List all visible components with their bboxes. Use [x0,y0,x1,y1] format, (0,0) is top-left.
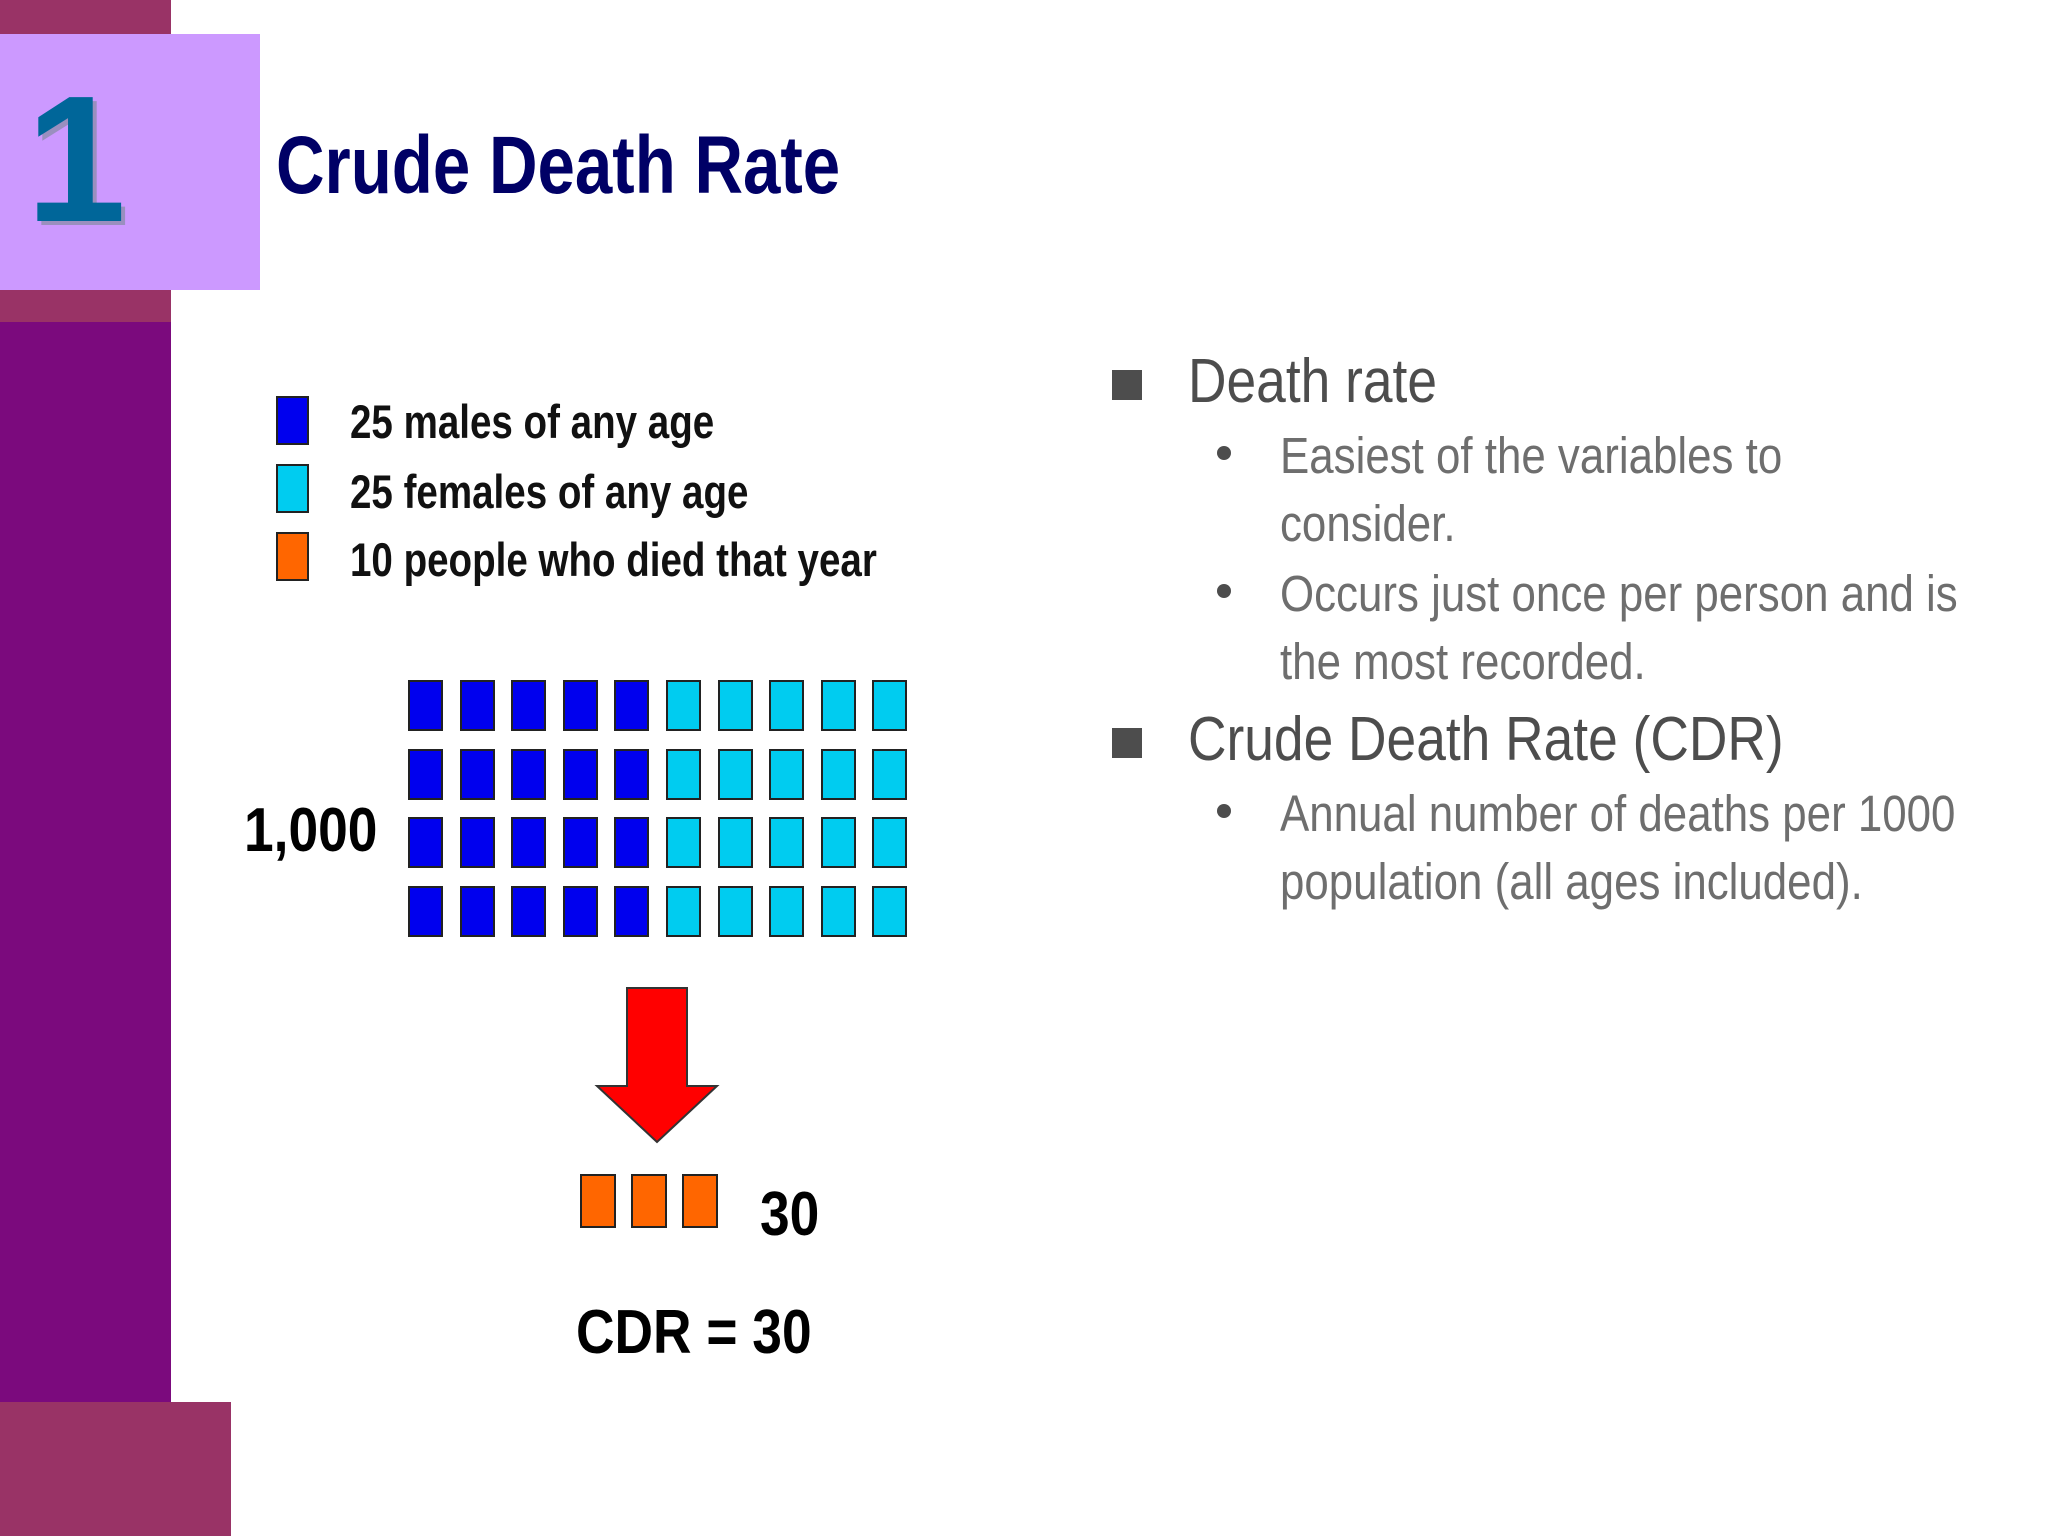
bullet-death-rate: Death rate [1188,347,1437,416]
slide-title: Crude Death Rate [276,120,841,211]
male-square [408,749,443,800]
legend-label-males: 25 males of any age [350,395,715,448]
male-square [408,817,443,868]
population-grid [408,680,912,942]
sub-bullet-line: Easiest of the variables to [1280,427,1783,484]
male-square [563,749,598,800]
male-square [460,817,495,868]
female-square [821,749,856,800]
decorative-band-bottom [0,1402,231,1536]
male-square [460,886,495,937]
female-square [821,680,856,731]
death-square [631,1174,667,1228]
decorative-band-top [0,0,171,34]
bullet-dot-icon [1217,584,1231,598]
female-square [769,886,804,937]
male-square [563,817,598,868]
male-square [408,886,443,937]
female-square [769,680,804,731]
legend-label-deaths: 10 people who died that year [350,533,877,586]
bullet-square-icon [1112,728,1142,758]
deaths-count-label: 30 [760,1180,820,1249]
female-square [872,749,907,800]
legend-swatch-deaths [276,532,309,581]
slide-number: 1 [26,59,127,260]
female-square [718,680,753,731]
female-square [821,886,856,937]
sub-bullet-line: Annual number of deaths per 1000 [1280,785,1956,842]
male-square [614,886,649,937]
population-label: 1,000 [244,796,378,865]
female-square [666,680,701,731]
death-square [580,1174,616,1228]
sub-bullet-line: population (all ages included). [1280,853,1863,910]
female-square [666,749,701,800]
male-square [614,817,649,868]
deaths-row [580,1174,720,1230]
bullet-square-icon [1112,370,1142,400]
sub-bullet-line: consider. [1280,495,1456,552]
legend-swatch-males [276,396,309,445]
bullet-dot-icon [1217,804,1231,818]
male-square [614,749,649,800]
female-square [769,817,804,868]
female-square [666,886,701,937]
female-square [718,817,753,868]
death-square [682,1174,718,1228]
legend-label-females: 25 females of any age [350,465,749,518]
decorative-sidebar [0,322,171,1402]
male-square [563,886,598,937]
legend-swatch-females [276,464,309,513]
male-square [511,886,546,937]
bullet-crude-death-rate: Crude Death Rate (CDR) [1188,705,1784,774]
female-square [718,749,753,800]
male-square [614,680,649,731]
female-square [666,817,701,868]
slide-number-box [0,34,260,290]
male-square [511,749,546,800]
sub-bullet-line: Occurs just once per person and is [1280,565,1958,622]
female-square [872,886,907,937]
sub-bullet-line: the most recorded. [1280,633,1646,690]
male-square [460,749,495,800]
cdr-formula: CDR = 30 [576,1298,812,1367]
male-square [511,680,546,731]
decorative-band-middle [0,290,171,322]
male-square [511,817,546,868]
female-square [872,680,907,731]
down-arrow-icon [594,987,720,1144]
female-square [821,817,856,868]
female-square [769,749,804,800]
female-square [718,886,753,937]
male-square [563,680,598,731]
bullet-dot-icon [1217,446,1231,460]
male-square [460,680,495,731]
female-square [872,817,907,868]
male-square [408,680,443,731]
